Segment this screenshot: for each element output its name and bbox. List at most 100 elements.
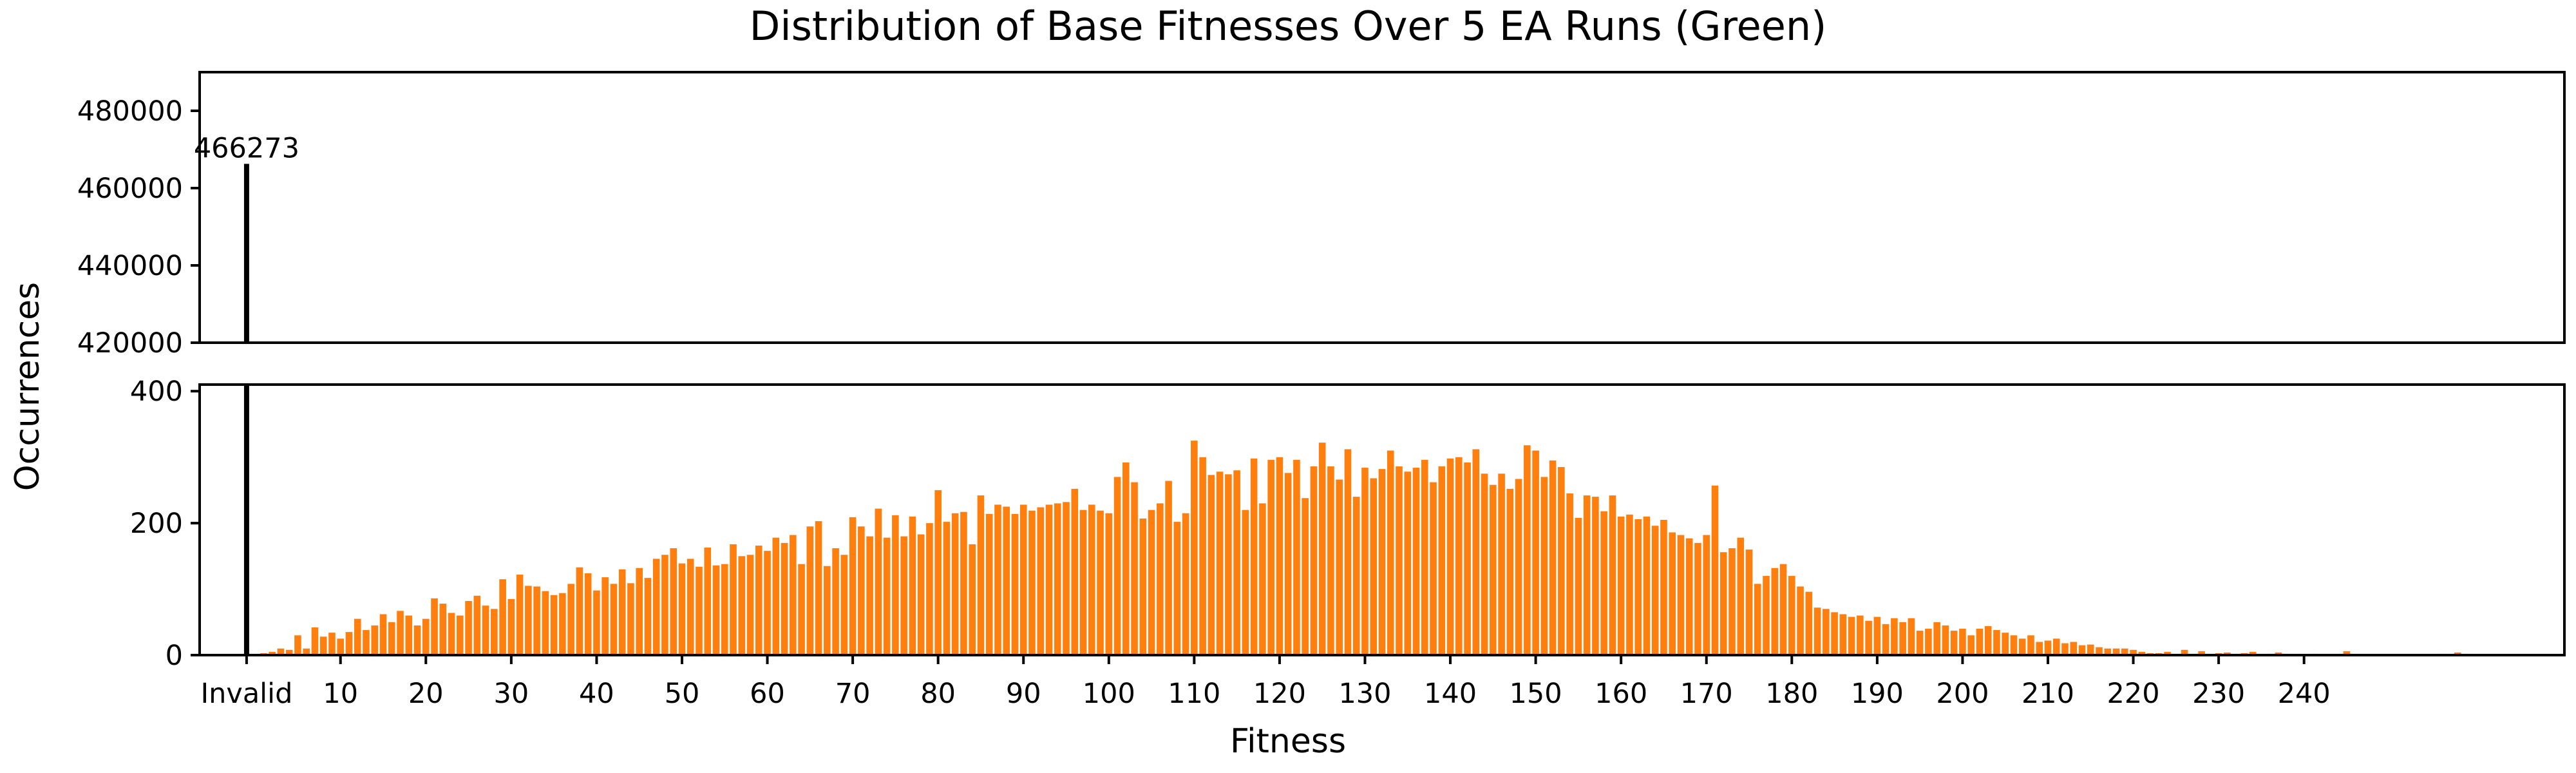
fitness-bar bbox=[422, 618, 430, 655]
fitness-bar bbox=[1310, 466, 1318, 655]
fitness-bar bbox=[1873, 616, 1881, 655]
invalid-value-label: 466273 bbox=[194, 132, 299, 164]
fitness-bar bbox=[2198, 651, 2205, 655]
fitness-bar bbox=[1831, 612, 1838, 655]
fitness-bar bbox=[1617, 516, 1625, 655]
xtick-label: 50 bbox=[665, 678, 700, 710]
fitness-bar bbox=[1711, 485, 1719, 655]
fitness-bar bbox=[806, 526, 814, 655]
fitness-bar bbox=[2018, 638, 2026, 655]
fitness-bar bbox=[491, 609, 498, 655]
fitness-bar bbox=[1643, 516, 1651, 655]
y-axis-label: Occurrences bbox=[8, 282, 47, 491]
fitness-bar bbox=[994, 504, 1001, 655]
fitness-bar bbox=[1566, 493, 1573, 655]
fitness-bar bbox=[413, 625, 421, 655]
fitness-bar bbox=[1267, 459, 1274, 655]
fitness-bar bbox=[1916, 631, 1924, 655]
fitness-bar bbox=[2052, 638, 2060, 655]
fitness-bar bbox=[1259, 503, 1266, 655]
invalid-bar-bottom bbox=[243, 385, 249, 655]
fitness-bar bbox=[379, 614, 387, 655]
fitness-bar bbox=[678, 563, 686, 655]
fitness-bar bbox=[1942, 625, 1949, 655]
fitness-bar bbox=[1600, 511, 1607, 655]
fitness-bar bbox=[1003, 506, 1010, 655]
fitness-bar bbox=[1575, 517, 1582, 655]
fitness-bar bbox=[1891, 618, 1898, 655]
fitness-bar bbox=[1763, 576, 1770, 655]
fitness-bar bbox=[1685, 538, 1693, 655]
fitness-bar bbox=[1779, 564, 1787, 655]
fitness-bar bbox=[652, 558, 660, 655]
fitness-bar bbox=[1242, 510, 1249, 655]
fitness-bar bbox=[1336, 479, 1343, 655]
fitness-bar bbox=[345, 632, 353, 655]
fitness-bar bbox=[2130, 649, 2137, 655]
fitness-bar bbox=[618, 569, 626, 655]
fitness-bar bbox=[499, 579, 506, 655]
fitness-bar bbox=[661, 555, 668, 655]
fitness-bar bbox=[1045, 504, 1053, 655]
fitness-bar bbox=[2112, 648, 2120, 655]
fitness-bar bbox=[439, 604, 447, 655]
fitness-bar bbox=[1404, 472, 1412, 655]
fitness-bar bbox=[1446, 458, 1454, 655]
fitness-bar bbox=[1498, 473, 1505, 655]
xtick-label: 10 bbox=[323, 678, 358, 710]
bottom-ytick-label: 0 bbox=[166, 640, 183, 672]
fitness-bar bbox=[1592, 497, 1599, 655]
x-axis-label: Fitness bbox=[1230, 722, 1346, 761]
fitness-bar bbox=[1293, 459, 1300, 655]
fitness-bar bbox=[746, 555, 754, 655]
fitness-bar bbox=[1387, 450, 1394, 655]
fitness-bar bbox=[576, 567, 583, 655]
fitness-bar bbox=[1344, 449, 1352, 655]
fitness-bar bbox=[1677, 535, 1685, 655]
fitness-bar bbox=[1216, 472, 1224, 655]
fitness-bar bbox=[1771, 568, 1779, 655]
fitness-bar bbox=[1131, 482, 1138, 655]
xtick-label: 140 bbox=[1424, 678, 1477, 710]
fitness-bar bbox=[824, 566, 831, 655]
fitness-bar bbox=[2454, 652, 2461, 655]
fitness-bar bbox=[1011, 513, 1019, 655]
xtick-label: 210 bbox=[2022, 678, 2074, 710]
fitness-bar bbox=[354, 618, 361, 655]
fitness-bar bbox=[448, 613, 455, 655]
fitness-bar bbox=[900, 536, 907, 655]
fitness-bar bbox=[1925, 629, 1932, 655]
fitness-bar bbox=[934, 490, 942, 655]
fitness-bar bbox=[465, 601, 472, 655]
xtick-label: 120 bbox=[1253, 678, 1306, 710]
fitness-bar bbox=[1857, 615, 1864, 655]
fitness-bar bbox=[969, 544, 976, 655]
fitness-bar bbox=[985, 513, 993, 655]
top-ytick-label: 420000 bbox=[77, 327, 183, 359]
fitness-bar bbox=[1788, 576, 1795, 655]
fitness-bar bbox=[1302, 498, 1309, 655]
fitness-bar bbox=[1899, 622, 1906, 655]
fitness-bar bbox=[2044, 640, 2052, 655]
fitness-bar bbox=[1105, 513, 1113, 655]
fitness-bar bbox=[319, 636, 327, 655]
fitness-bar bbox=[721, 564, 728, 655]
fitness-bar bbox=[1455, 457, 1463, 655]
fitness-bar bbox=[1703, 535, 1710, 655]
fitness-bar bbox=[593, 590, 600, 655]
fitness-bar bbox=[858, 526, 865, 655]
fitness-bar bbox=[1148, 510, 1155, 655]
xtick-label: 160 bbox=[1595, 678, 1647, 710]
fitness-bar bbox=[277, 648, 285, 655]
fitness-bar bbox=[1908, 618, 1915, 655]
fitness-bar bbox=[1352, 497, 1360, 655]
fitness-bar bbox=[798, 564, 805, 655]
fitness-bar bbox=[1438, 466, 1446, 655]
fitness-bar bbox=[285, 649, 293, 655]
fitness-bar bbox=[1361, 468, 1368, 655]
fitness-bar bbox=[960, 511, 967, 655]
fitness-bar bbox=[1208, 475, 1215, 655]
fitness-bar bbox=[269, 651, 276, 655]
xtick-label: Invalid bbox=[200, 678, 292, 710]
